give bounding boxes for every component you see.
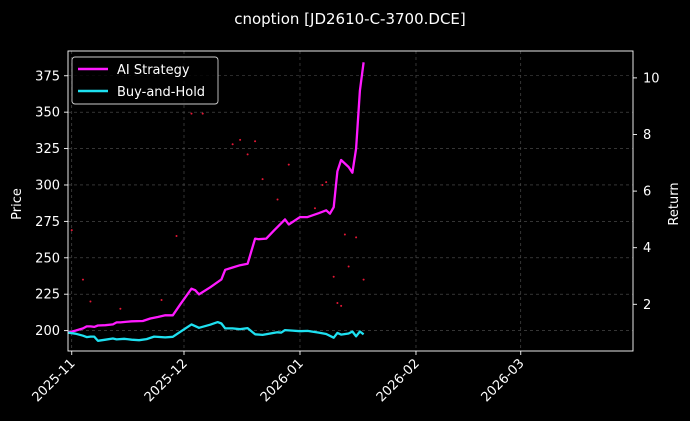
scatter-point xyxy=(355,236,358,239)
scatter-point xyxy=(175,234,178,237)
scatter-point xyxy=(325,181,328,184)
y2-tick-label: 8 xyxy=(643,128,651,143)
scatter-point xyxy=(261,178,264,181)
scatter-point xyxy=(313,207,316,210)
scatter-point xyxy=(336,301,339,304)
y-tick-label: 275 xyxy=(35,215,60,230)
scatter-point xyxy=(347,265,350,268)
left-axis: 200 225 250 275 300 325 350 375 xyxy=(35,69,68,339)
scatter-point xyxy=(246,153,249,156)
scatter-point xyxy=(190,112,193,115)
chart-title: cnoption [JD2610-C-3700.DCE] xyxy=(234,10,466,28)
legend: AI Strategy Buy-and-Hold xyxy=(71,56,219,105)
y-tick-label: 375 xyxy=(35,69,60,84)
legend-frame xyxy=(71,56,219,105)
y-tick-label: 300 xyxy=(35,178,60,193)
y-tick-label: 350 xyxy=(35,106,60,121)
y-tick-label: 250 xyxy=(35,251,60,266)
scatter-point xyxy=(254,140,257,143)
scatter-point xyxy=(239,138,242,141)
scatter-point xyxy=(276,198,279,201)
y2-tick-label: 6 xyxy=(643,185,651,200)
scatter-point xyxy=(362,278,365,281)
scatter-point xyxy=(343,233,346,236)
y-tick-label: 225 xyxy=(35,288,60,303)
scatter-layer xyxy=(70,112,365,310)
scatter-point xyxy=(160,299,163,302)
series-layer xyxy=(67,62,365,342)
y-tick-label: 200 xyxy=(35,324,60,339)
legend-label-buy-and-hold: Buy-and-Hold xyxy=(117,85,205,100)
y2-tick-label: 10 xyxy=(643,71,660,86)
scatter-point xyxy=(321,183,324,186)
right-axis: 2 4 6 8 10 xyxy=(633,71,660,313)
plot-frame xyxy=(67,50,634,352)
scatter-point xyxy=(119,307,122,310)
buy-and-hold-line xyxy=(67,320,365,342)
scatter-point xyxy=(340,304,343,307)
legend-label-ai-strategy: AI Strategy xyxy=(117,63,190,78)
scatter-point xyxy=(70,229,73,232)
y2-axis-label: Return xyxy=(667,182,682,225)
scatter-point xyxy=(231,143,234,146)
scatter-point xyxy=(89,300,92,303)
scatter-point xyxy=(201,112,204,115)
y-axis-label: Price xyxy=(10,188,25,220)
y2-tick-label: 4 xyxy=(643,241,651,256)
grid xyxy=(68,51,633,351)
scatter-point xyxy=(81,278,84,281)
y2-tick-label: 2 xyxy=(643,298,651,313)
scatter-point xyxy=(332,275,335,278)
ai-strategy-line xyxy=(67,62,365,334)
y-tick-label: 325 xyxy=(35,142,60,157)
scatter-point xyxy=(287,163,290,166)
